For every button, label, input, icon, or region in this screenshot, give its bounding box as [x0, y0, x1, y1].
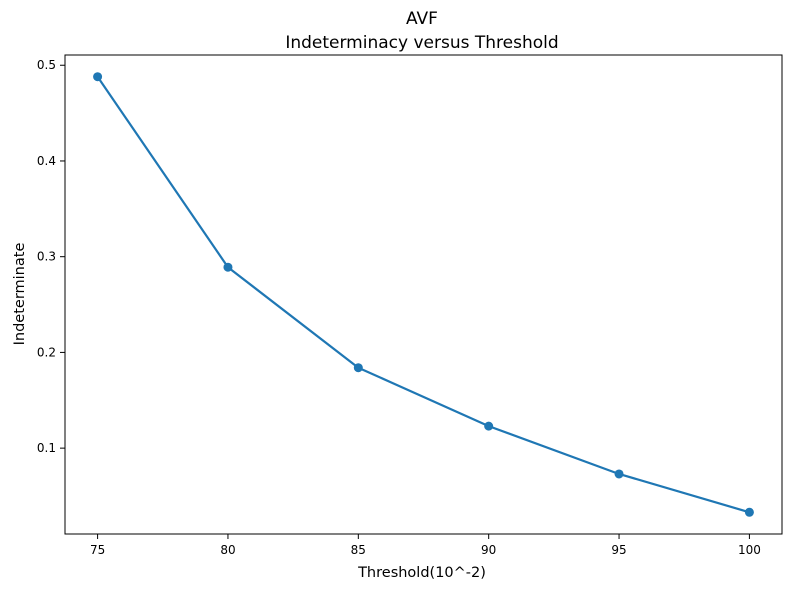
x-tick-label: 85 — [351, 543, 366, 557]
x-tick-label: 75 — [90, 543, 105, 557]
x-tick-label: 90 — [481, 543, 496, 557]
y-tick-label: 0.1 — [37, 441, 56, 455]
data-point — [484, 421, 494, 431]
y-tick-label: 0.5 — [37, 58, 56, 72]
series-line — [96, 75, 751, 514]
y-axis-ticks: 0.1 0.2 0.3 0.4 0.5 — [37, 58, 65, 455]
x-tick-label: 95 — [611, 543, 626, 557]
x-tick-label: 80 — [220, 543, 235, 557]
x-axis-ticks: 75 80 85 90 95 100 — [90, 534, 761, 557]
chart-subtitle: Indeterminacy versus Threshold — [285, 33, 558, 53]
y-tick-label: 0.2 — [37, 345, 56, 359]
x-tick-label: 100 — [738, 543, 761, 557]
data-point — [744, 507, 754, 517]
series-markers — [93, 72, 754, 517]
data-point — [223, 262, 233, 272]
y-axis-label: Indeterminate — [12, 243, 28, 346]
y-tick-label: 0.3 — [37, 250, 56, 264]
plot-frame — [64, 54, 783, 535]
chart-title: AVF — [406, 9, 438, 29]
data-point — [353, 363, 363, 373]
data-point — [93, 72, 103, 82]
plot-area — [64, 54, 783, 535]
data-point — [614, 469, 624, 479]
y-tick-label: 0.4 — [37, 154, 56, 168]
x-axis-label: Threshold(10^-2) — [357, 565, 486, 581]
